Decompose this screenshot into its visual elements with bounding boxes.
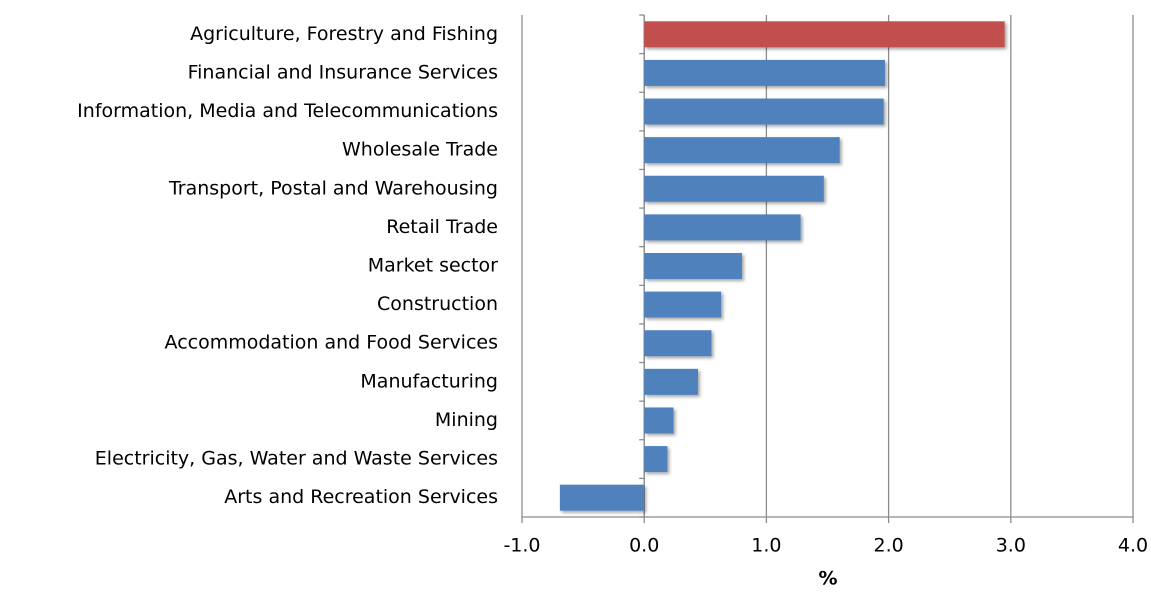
bar bbox=[644, 98, 884, 125]
y-tick-label: Electricity, Gas, Water and Waste Servic… bbox=[95, 448, 498, 470]
y-tick-label: Information, Media and Telecommunication… bbox=[77, 100, 498, 122]
y-tick-label: Retail Trade bbox=[386, 216, 498, 238]
bar bbox=[644, 175, 824, 202]
x-tick-label: 3.0 bbox=[996, 535, 1026, 557]
bar bbox=[644, 407, 674, 434]
y-tick-label: Wholesale Trade bbox=[342, 139, 498, 161]
x-axis-label: % bbox=[818, 568, 837, 590]
bar bbox=[644, 59, 885, 86]
y-tick-label: Agriculture, Forestry and Fishing bbox=[190, 23, 498, 45]
bar bbox=[644, 291, 722, 318]
x-tick-label: 2.0 bbox=[873, 535, 903, 557]
y-tick-label: Accommodation and Food Services bbox=[165, 332, 498, 354]
x-tick-label: 0.0 bbox=[629, 535, 659, 557]
x-tick-label: 4.0 bbox=[1118, 535, 1148, 557]
y-tick-label: Arts and Recreation Services bbox=[224, 486, 498, 508]
bar bbox=[644, 368, 698, 395]
x-tick-label: 1.0 bbox=[751, 535, 781, 557]
y-tick-label: Financial and Insurance Services bbox=[188, 61, 498, 83]
bar bbox=[644, 21, 1005, 48]
bar bbox=[644, 137, 840, 164]
y-tick-label: Construction bbox=[377, 293, 498, 315]
y-tick-label: Transport, Postal and Warehousing bbox=[168, 177, 498, 199]
x-tick-label: -1.0 bbox=[503, 535, 540, 557]
bar bbox=[644, 446, 668, 473]
bar bbox=[644, 214, 801, 241]
bar bbox=[559, 484, 645, 511]
bar bbox=[644, 253, 742, 279]
bar bbox=[644, 330, 712, 357]
y-tick-label: Mining bbox=[435, 409, 498, 431]
y-tick-label: Market sector bbox=[368, 255, 498, 277]
y-tick-label: Manufacturing bbox=[360, 370, 498, 392]
